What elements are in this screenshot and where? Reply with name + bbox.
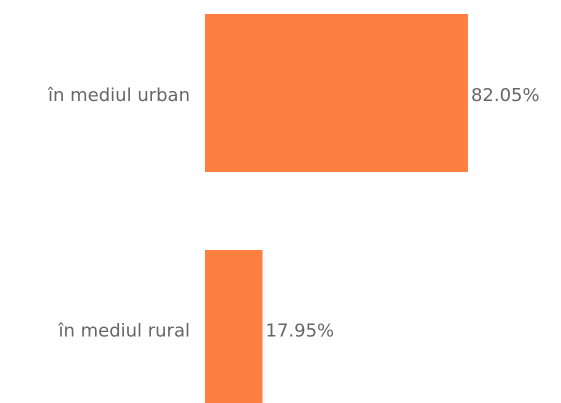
- value-label: 82.05%: [471, 85, 540, 106]
- bar: [205, 14, 468, 172]
- bar: [205, 250, 263, 403]
- category-label: în mediul rural: [57, 321, 190, 342]
- value-label: 17.95%: [266, 321, 335, 342]
- category-label: în mediul urban: [47, 85, 190, 106]
